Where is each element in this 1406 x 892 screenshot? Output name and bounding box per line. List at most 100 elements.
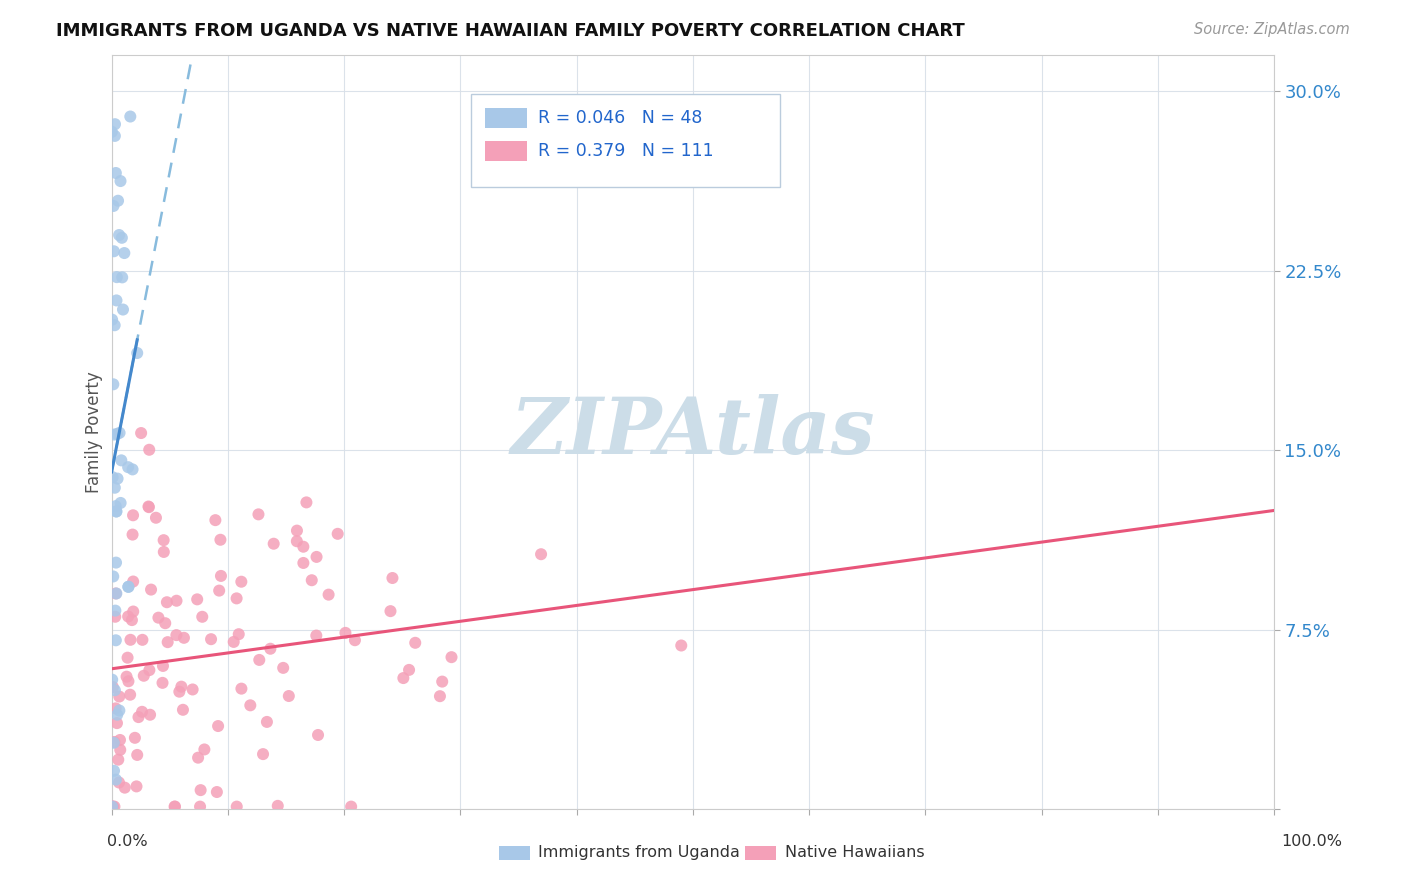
Point [107, 472, 129, 486]
Point [104, 683, 127, 698]
Point [153, 545, 176, 559]
Point [152, 533, 174, 548]
Text: IMMIGRANTS FROM UGANDA VS NATIVE HAWAIIAN FAMILY POVERTY CORRELATION CHART: IMMIGRANTS FROM UGANDA VS NATIVE HAWAIIA… [56, 22, 965, 40]
Point [181, 682, 204, 697]
Point [105, 716, 128, 731]
Point [138, 663, 160, 677]
Point [404, 636, 426, 650]
Point [104, 604, 127, 618]
Point [173, 631, 195, 645]
Point [103, 199, 125, 213]
Point [117, 580, 139, 594]
Point [131, 705, 153, 719]
Point [104, 772, 127, 787]
Text: Source: ZipAtlas.com: Source: ZipAtlas.com [1194, 22, 1350, 37]
Point [305, 549, 328, 564]
Point [125, 780, 148, 794]
Point [247, 653, 270, 667]
Point [326, 526, 349, 541]
Point [114, 780, 136, 795]
Point [101, 799, 124, 814]
Point [103, 569, 125, 583]
Point [239, 698, 262, 713]
Point [285, 534, 308, 549]
Point [105, 707, 128, 722]
Y-axis label: Family Poverty: Family Poverty [86, 371, 103, 493]
Point [225, 591, 247, 606]
Text: R = 0.046   N = 48: R = 0.046 N = 48 [538, 109, 703, 127]
Point [127, 747, 149, 762]
Point [101, 799, 124, 814]
Point [187, 750, 209, 764]
Point [110, 453, 132, 467]
Point [103, 764, 125, 778]
Point [108, 690, 131, 704]
Point [103, 377, 125, 392]
Point [103, 799, 125, 814]
Point [111, 270, 134, 285]
Point [204, 513, 226, 527]
Point [105, 293, 128, 308]
Point [398, 663, 420, 677]
Point [108, 775, 131, 789]
Point [103, 735, 125, 749]
Point [259, 641, 281, 656]
Point [105, 504, 128, 518]
Point [105, 270, 128, 285]
Point [124, 731, 146, 745]
Point [209, 569, 232, 583]
Point [110, 174, 132, 188]
Point [108, 227, 131, 242]
Point [191, 609, 214, 624]
Point [103, 244, 125, 259]
Point [117, 674, 139, 689]
Point [110, 743, 132, 757]
Point [156, 595, 179, 609]
Point [208, 583, 231, 598]
Point [156, 635, 179, 649]
Point [101, 799, 124, 814]
Point [271, 661, 294, 675]
Point [169, 684, 191, 698]
Point [432, 674, 454, 689]
Point [138, 500, 160, 514]
Point [145, 510, 167, 524]
Point [120, 688, 142, 702]
Point [225, 799, 247, 814]
Point [530, 547, 553, 561]
Point [101, 673, 124, 687]
Point [104, 117, 127, 131]
Point [381, 571, 404, 585]
Point [335, 625, 357, 640]
Point [163, 799, 186, 814]
Text: Native Hawaiians: Native Hawaiians [785, 846, 924, 860]
Point [107, 194, 129, 208]
Point [117, 580, 139, 594]
Point [139, 707, 162, 722]
Point [205, 785, 228, 799]
Point [318, 588, 340, 602]
Point [138, 442, 160, 457]
Point [440, 650, 463, 665]
Point [105, 586, 128, 600]
Point [148, 610, 170, 624]
Point [111, 302, 134, 317]
Point [380, 604, 402, 618]
Point [120, 110, 142, 124]
Point [104, 481, 127, 495]
Point [101, 470, 124, 484]
Point [267, 798, 290, 813]
Point [209, 533, 232, 547]
Point [138, 500, 160, 515]
Point [170, 680, 193, 694]
Point [122, 574, 145, 589]
Text: 100.0%: 100.0% [1282, 834, 1343, 848]
Point [301, 573, 323, 587]
Point [163, 799, 186, 814]
Point [104, 128, 127, 143]
Point [166, 593, 188, 607]
Point [340, 799, 363, 814]
Point [252, 747, 274, 761]
Point [104, 318, 127, 333]
Point [105, 556, 128, 570]
